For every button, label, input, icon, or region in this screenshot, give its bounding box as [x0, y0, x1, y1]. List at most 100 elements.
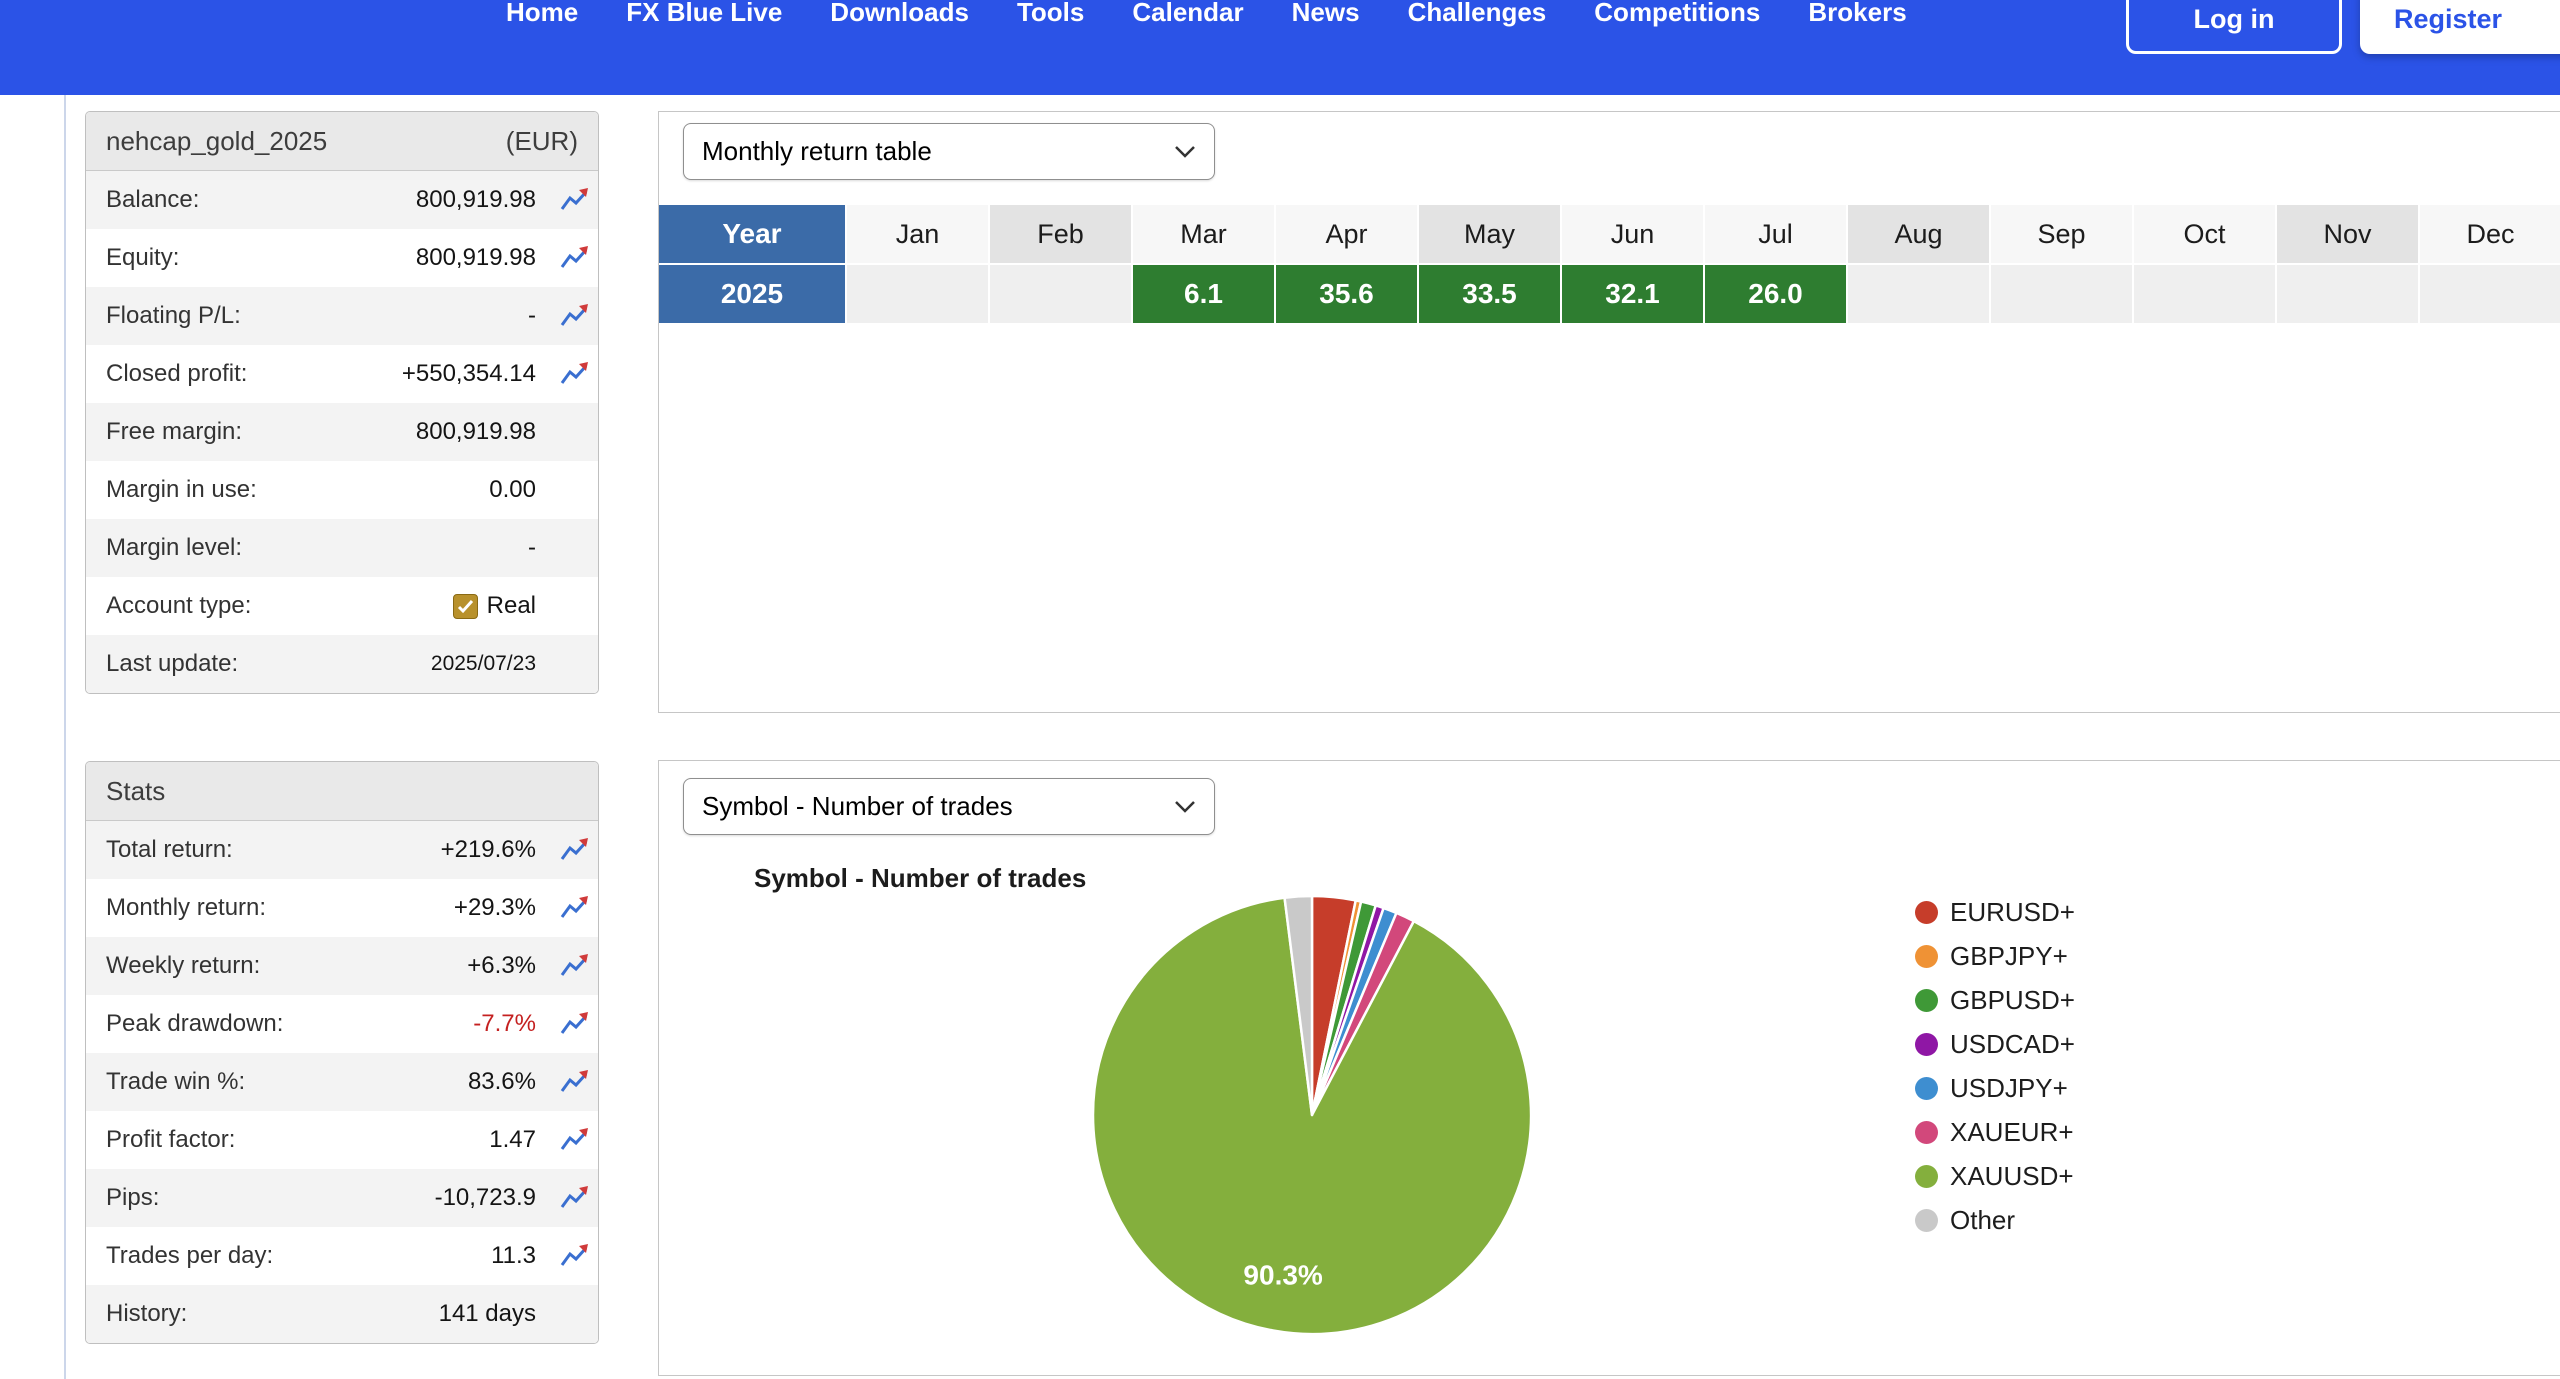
legend-item-other: Other — [1915, 1205, 2075, 1235]
symbol-trades-panel: Symbol - Number of trades Symbol - Numbe… — [658, 760, 2560, 1376]
row-value: 800,919.98 — [415, 418, 536, 445]
row-value: -10,723.9 — [434, 1184, 536, 1211]
info-row: Free margin: 800,919.98 — [86, 403, 598, 461]
table-cell-2025-feb — [990, 265, 1131, 323]
info-row: Balance: 800,919.98 — [86, 171, 598, 229]
legend-item-usdjpy: USDJPY+ — [1915, 1073, 2075, 1103]
row-label: Total return: — [106, 836, 233, 863]
nav-item-competitions[interactable]: Competitions — [1594, 0, 1761, 27]
history-chart-icon[interactable] — [560, 361, 590, 387]
legend-label: EURUSD+ — [1950, 896, 2075, 927]
monthly-return-table: Year Jan Feb Mar Apr May Jun Jul Aug Sep Oct Nov Dec… — [659, 205, 2560, 325]
row-value: 83.6% — [467, 1068, 536, 1095]
history-chart-icon[interactable] — [560, 1185, 590, 1211]
pie-percent-label: 90.3% — [1243, 1259, 1322, 1290]
nav-item-news[interactable]: News — [1291, 0, 1360, 27]
row-value: 800,919.98 — [415, 186, 536, 213]
row-value: +6.3% — [467, 952, 536, 979]
legend-item-gbpusd: GBPUSD+ — [1915, 985, 2075, 1015]
real-account-checkbox — [452, 593, 478, 619]
table-cell-2025-apr: 35.6 — [1276, 265, 1417, 323]
chevron-down-icon — [1174, 145, 1196, 158]
symbol-pie-chart: 90.3% — [1091, 894, 1533, 1336]
nav-item-home[interactable]: Home — [506, 0, 579, 27]
legend-label: XAUEUR+ — [1950, 1116, 2074, 1147]
history-chart-icon[interactable] — [560, 303, 590, 329]
top-navbar: Home FX Blue Live Downloads Tools Calendar Ne… — [0, 0, 2560, 95]
monthly-view-select-value: Monthly return table — [702, 136, 932, 166]
history-chart-icon[interactable] — [560, 1069, 590, 1095]
table-cell-2025-aug — [1848, 265, 1989, 323]
symbol-view-select[interactable]: Symbol - Number of trades — [683, 778, 1215, 835]
table-header-dec: Dec — [2420, 205, 2560, 263]
pie-chart-title: Symbol - Number of trades — [754, 863, 1087, 893]
legend-color-dot — [1915, 900, 1938, 924]
table-header-nov: Nov — [2277, 205, 2418, 263]
history-chart-icon[interactable] — [560, 245, 590, 271]
row-label: History: — [106, 1300, 188, 1327]
row-value: Real — [452, 592, 536, 620]
legend-color-dot — [1915, 1120, 1938, 1144]
legend-item-gbpjpy: GBPJPY+ — [1915, 941, 2075, 971]
info-row: Pips: -10,723.9 — [86, 1169, 598, 1227]
row-label: Weekly return: — [106, 952, 261, 979]
info-row: Profit factor: 1.47 — [86, 1111, 598, 1169]
row-label: Account type: — [106, 592, 252, 619]
table-cell-2025-nov — [2277, 265, 2418, 323]
stats-panel-header: Stats — [86, 762, 598, 821]
nav-item-challenges[interactable]: Challenges — [1407, 0, 1547, 27]
nav-item-fx-blue-live[interactable]: FX Blue Live — [626, 0, 783, 27]
info-row: Closed profit: +550,354.14 — [86, 345, 598, 403]
nav-item-calendar[interactable]: Calendar — [1132, 0, 1244, 27]
pie-legend: EURUSD+ GBPJPY+ GBPUSD+ USDCAD+ USDJPY+ … — [1915, 897, 2075, 1235]
info-row: Trades per day: 11.3 — [86, 1227, 598, 1285]
info-row: History: 141 days — [86, 1285, 598, 1343]
row-label: Margin level: — [106, 534, 243, 561]
row-value: +29.3% — [453, 894, 536, 921]
nav-item-downloads[interactable]: Downloads — [830, 0, 969, 27]
symbol-view-select-value: Symbol - Number of trades — [702, 791, 1013, 821]
row-label: Floating P/L: — [106, 302, 241, 329]
legend-label: Other — [1950, 1204, 2016, 1235]
row-icon-slot — [536, 245, 590, 271]
legend-label: GBPJPY+ — [1950, 940, 2068, 971]
row-value: 1.47 — [489, 1126, 536, 1153]
row-label: Margin in use: — [106, 476, 257, 503]
account-panel-header: nehcap_gold_2025 (EUR) — [86, 112, 598, 171]
row-label: Last update: — [106, 650, 239, 677]
legend-item-usdcad: USDCAD+ — [1915, 1029, 2075, 1059]
legend-color-dot — [1915, 988, 1938, 1012]
history-chart-icon[interactable] — [560, 1011, 590, 1037]
legend-color-dot — [1915, 1032, 1938, 1056]
row-value: 800,919.98 — [415, 244, 536, 271]
row-value: 2025/07/23 — [430, 652, 536, 675]
row-label: Closed profit: — [106, 360, 248, 387]
nav-item-brokers[interactable]: Brokers — [1808, 0, 1907, 27]
history-chart-icon[interactable] — [560, 1127, 590, 1153]
nav-item-tools[interactable]: Tools — [1016, 0, 1085, 27]
row-icon-slot — [536, 1011, 590, 1037]
row-icon-slot — [536, 895, 590, 921]
history-chart-icon[interactable] — [560, 953, 590, 979]
register-button[interactable]: Register — [2360, 0, 2560, 54]
row-label: Trades per day: — [106, 1242, 274, 1269]
monthly-view-select[interactable]: Monthly return table — [683, 123, 1215, 180]
history-chart-icon[interactable] — [560, 1243, 590, 1269]
info-row: Margin in use: 0.00 — [86, 461, 598, 519]
login-button[interactable]: Log in — [2126, 0, 2342, 54]
legend-label: GBPUSD+ — [1950, 984, 2075, 1015]
nav-menu: Home FX Blue Live Downloads Tools Calendar Ne… — [506, 0, 1907, 28]
info-row: Total return: +219.6% — [86, 821, 598, 879]
history-chart-icon[interactable] — [560, 837, 590, 863]
legend-color-dot — [1915, 944, 1938, 968]
history-chart-icon[interactable] — [560, 895, 590, 921]
row-icon-slot — [536, 953, 590, 979]
history-chart-icon[interactable] — [560, 187, 590, 213]
monthly-return-panel: Monthly return table Year Jan Feb Mar Apr May… — [658, 111, 2560, 713]
account-summary-panel: nehcap_gold_2025 (EUR) Balance: 800,919.… — [85, 111, 599, 694]
account-currency: (EUR) — [505, 125, 578, 156]
row-label: Pips: — [106, 1184, 160, 1211]
legend-label: USDJPY+ — [1950, 1072, 2068, 1103]
row-label: Equity: — [106, 244, 180, 271]
table-cell-2025-jun: 32.1 — [1562, 265, 1703, 323]
